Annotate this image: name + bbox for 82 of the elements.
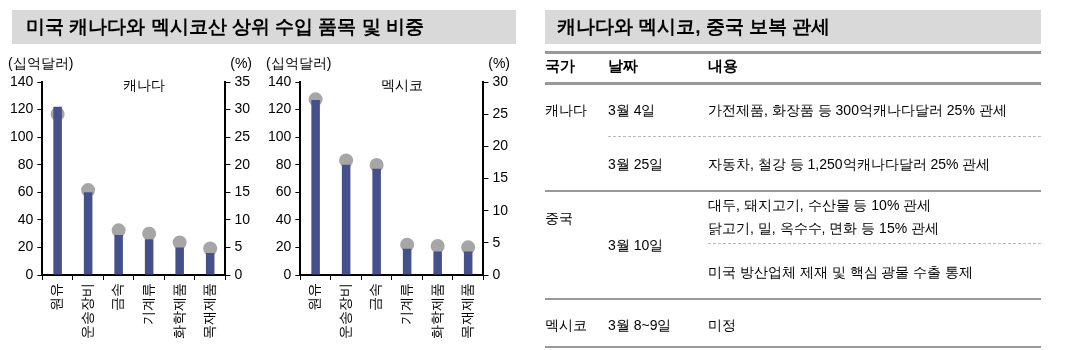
y-tick-label: 60 — [17, 183, 34, 200]
bar — [463, 251, 473, 275]
text: 미정 — [708, 316, 736, 334]
x-tick-label: 원유 — [48, 283, 65, 311]
text: 날짜 — [608, 57, 638, 75]
x-tick-label: 기계류 — [398, 283, 415, 325]
x-tick-label: 기계류 — [140, 283, 157, 325]
x-tick-label: 목재제품 — [201, 283, 218, 339]
text: 멕시코 — [545, 316, 587, 334]
text: 국가 — [545, 57, 575, 75]
y-tick-label: 20 — [275, 238, 292, 255]
text: 캐나다 — [545, 101, 587, 119]
x-tick-label: 운송장비 — [336, 283, 353, 339]
y2-tick-label: 0 — [492, 265, 501, 282]
y2-axis-title: (%) — [230, 54, 252, 71]
x-tick-label: 목재제품 — [459, 283, 476, 339]
bar — [433, 251, 442, 275]
bar — [144, 239, 154, 275]
x-tick-label: 화학제품 — [428, 283, 445, 339]
x-tick-label: 화학제품 — [170, 283, 187, 339]
bar — [53, 106, 62, 275]
point — [142, 226, 157, 241]
text: 3월 8~9일 — [608, 316, 672, 334]
bar — [205, 252, 215, 275]
y2-tick-label: 25 — [492, 105, 509, 122]
y-tick-label: 100 — [268, 128, 292, 144]
y2-tick-label: 0 — [234, 265, 243, 282]
y-tick-label: 120 — [268, 100, 292, 117]
point — [430, 239, 445, 254]
bar — [341, 164, 351, 275]
y2-tick-label: 20 — [234, 155, 251, 172]
text: 가전제품, 화장품 등 300억캐나다달러 25% 관세 — [708, 101, 1007, 119]
y-tick-label: 40 — [17, 210, 34, 227]
x-tick-label: 운송장비 — [78, 283, 95, 339]
y-axis-title: (십억달러) — [266, 54, 332, 71]
y-tick-label: 140 — [268, 72, 292, 89]
y-tick-label: 60 — [275, 183, 292, 200]
y2-tick-label: 15 — [234, 183, 251, 200]
bar — [311, 99, 320, 275]
x-tick-label: 금속 — [109, 283, 126, 311]
y2-axis-title: (%) — [488, 54, 510, 71]
chart-subtitle: 캐나다 — [122, 76, 165, 93]
y-tick-label: 80 — [275, 155, 292, 172]
y-tick-label: 0 — [25, 265, 34, 282]
y-tick-label: 0 — [283, 265, 292, 282]
text: 중국 — [545, 209, 573, 227]
text: 닭고기, 밀, 옥수수, 면화 등 15% 관세 — [708, 219, 940, 237]
chart-title: 미국 캐나다와 멕시코산 상위 수입 품목 및 비중 — [12, 10, 516, 44]
bar — [372, 168, 381, 275]
y2-tick-label: 5 — [492, 233, 501, 250]
text: 대두, 돼지고기, 수산물 등 10% 관세 — [708, 196, 932, 214]
y2-tick-label: 30 — [492, 72, 509, 89]
y-tick-label: 120 — [10, 100, 34, 117]
y-tick-label: 40 — [275, 210, 292, 227]
y2-tick-label: 10 — [234, 210, 251, 227]
text: 캐나다와 멕시코, 중국 보복 관세 — [545, 10, 1041, 44]
text: 3월 4일 — [608, 101, 656, 119]
text: 3월 10일 — [608, 236, 664, 254]
point — [461, 240, 476, 255]
text: 내용 — [708, 57, 738, 75]
bar — [114, 235, 123, 275]
y-tick-label: 20 — [17, 238, 34, 255]
chart-subtitle: 멕시코 — [380, 76, 423, 93]
y2-tick-label: 20 — [492, 137, 509, 154]
y2-tick-label: 5 — [234, 238, 243, 255]
y2-tick-label: 25 — [234, 128, 251, 144]
y-tick-label: 80 — [17, 155, 34, 172]
y2-tick-label: 15 — [492, 169, 509, 186]
bar — [175, 247, 184, 275]
y2-tick-label: 10 — [492, 201, 509, 218]
bar — [402, 248, 412, 275]
y-tick-label: 100 — [10, 128, 34, 144]
text: 자동차, 철강 등 1,250억캐나다달러 25% 관세 — [708, 155, 991, 173]
y-tick-label: 140 — [10, 72, 34, 89]
x-tick-label: 금속 — [367, 283, 384, 311]
text: 미국 방산업체 제재 및 핵심 광물 수출 통제 — [708, 263, 974, 281]
text: 3월 25일 — [608, 155, 664, 173]
bar — [83, 192, 93, 275]
x-tick-label: 원유 — [306, 283, 323, 311]
y2-tick-label: 35 — [234, 72, 251, 89]
y2-tick-label: 30 — [234, 100, 251, 117]
y-axis-title: (십억달러) — [8, 54, 74, 71]
